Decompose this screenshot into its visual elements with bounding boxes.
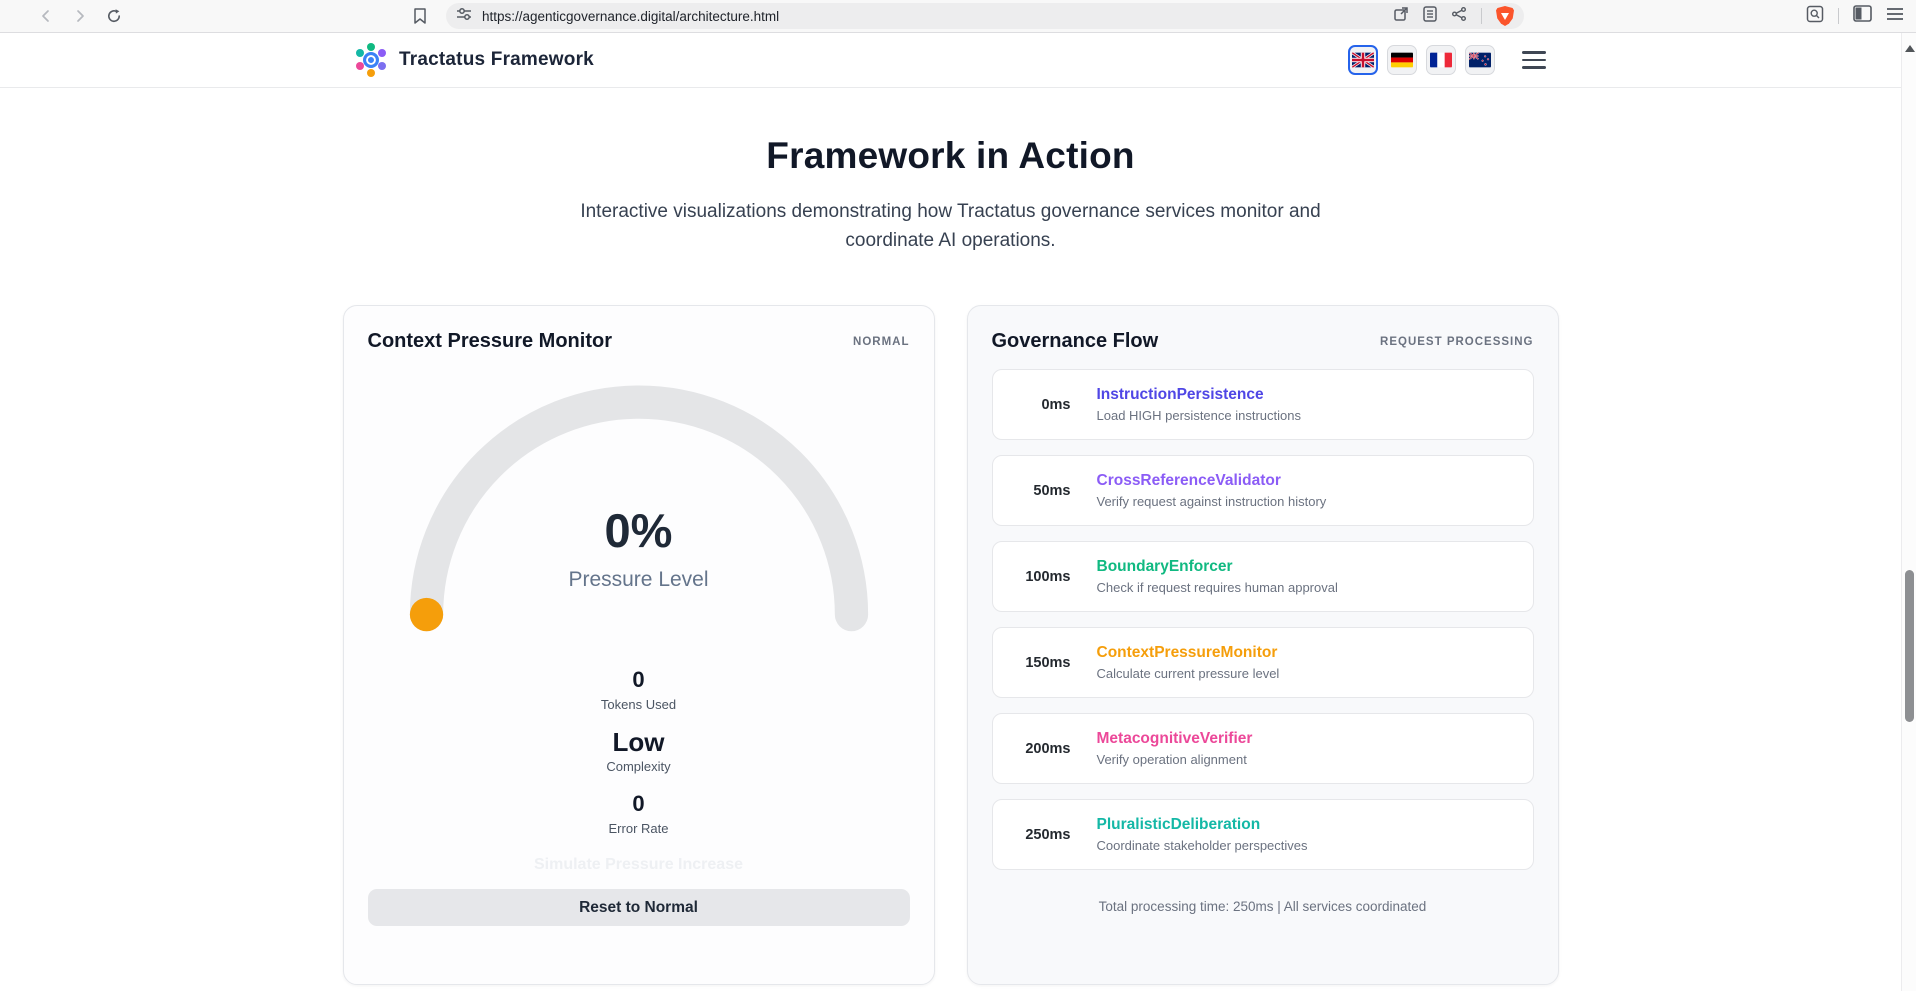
flow-step-desc: Verify operation alignment: [1096, 752, 1247, 767]
new-zealand-flag-button[interactable]: [1465, 45, 1495, 75]
uk-flag-button[interactable]: [1348, 45, 1378, 75]
gauge-value: 0%: [604, 504, 673, 557]
stat-value: 0: [632, 667, 645, 692]
url-text[interactable]: https://agenticgovernance.digital/archit…: [482, 8, 780, 24]
site-menu-icon[interactable]: [1519, 45, 1549, 75]
tune-icon[interactable]: [456, 7, 472, 26]
flow-step-desc: Verify request against instruction histo…: [1096, 494, 1327, 509]
reader-mode-icon[interactable]: [1423, 5, 1437, 27]
flow-step-time: 150ms: [1025, 654, 1071, 671]
status-badge: REQUEST PROCESSING: [1380, 335, 1534, 348]
gauge-arc: [409, 385, 868, 632]
language-switcher: [1348, 45, 1495, 75]
flow-list: 0ms InstructionPersistence Load HIGH per…: [991, 369, 1534, 870]
sidebar-toggle-icon[interactable]: [1853, 5, 1872, 27]
flow-step-time: 250ms: [1025, 826, 1071, 843]
flow-step: 100ms BoundaryEnforcer Check if request …: [991, 541, 1534, 612]
france-flag-button[interactable]: [1426, 45, 1456, 75]
scrollbar-thumb[interactable]: [1905, 570, 1914, 722]
flow-step-name: PluralisticDeliberation: [1096, 816, 1261, 833]
browser-toolbar: https://agenticgovernance.digital/archit…: [0, 0, 1916, 33]
pressure-stats: 0 Tokens Used Low Complexity 0 Error Rat…: [368, 667, 910, 836]
flow-step: 250ms PluralisticDeliberation Coordinate…: [991, 799, 1534, 870]
stat-value: 0: [632, 791, 645, 816]
flow-step-time: 50ms: [1033, 482, 1071, 499]
pressure-gauge: 0% Pressure Level: [404, 367, 874, 633]
status-badge: NORMAL: [853, 335, 910, 348]
reload-icon[interactable]: [102, 4, 126, 28]
germany-flag-icon: [1391, 52, 1413, 68]
stat-complexity: Low Complexity: [368, 729, 910, 774]
flow-step-desc: Calculate current pressure level: [1096, 666, 1280, 681]
divider: [1838, 8, 1839, 24]
simulate-pressure-button[interactable]: Simulate Pressure Increase: [368, 856, 910, 874]
share-icon[interactable]: [1451, 6, 1467, 27]
url-bar[interactable]: https://agenticgovernance.digital/archit…: [446, 3, 1524, 29]
flow-step: 50ms CrossReferenceValidator Verify requ…: [991, 455, 1534, 526]
page-title: Framework in Action: [766, 135, 1135, 176]
page-subtitle: Interactive visualizations demonstrating…: [580, 201, 1321, 251]
stat-label: Complexity: [606, 759, 671, 774]
governance-flow-card: Governance Flow REQUEST PROCESSING 0ms I…: [966, 305, 1559, 985]
flow-step-name: MetacognitiveVerifier: [1096, 730, 1253, 747]
stat-error-rate: 0 Error Rate: [368, 791, 910, 836]
brand[interactable]: Tractatus Framework: [355, 43, 594, 77]
flow-step: 150ms ContextPressureMonitor Calculate c…: [991, 627, 1534, 698]
browser-menu-icon[interactable]: [1886, 7, 1904, 26]
context-pressure-monitor-card: Context Pressure Monitor NORMAL 0% Press…: [342, 305, 935, 985]
divider: [1481, 8, 1482, 24]
uk-flag-icon: [1352, 52, 1374, 68]
gauge-caption: Pressure Level: [568, 568, 709, 591]
find-in-page-icon[interactable]: [1806, 5, 1824, 28]
france-flag-icon: [1430, 52, 1452, 68]
page-scrollbar[interactable]: [1901, 33, 1916, 991]
flow-step-time: 100ms: [1025, 568, 1071, 585]
bookmark-icon[interactable]: [408, 4, 432, 28]
flow-step-name: BoundaryEnforcer: [1096, 558, 1233, 575]
flow-step-name: CrossReferenceValidator: [1096, 472, 1281, 489]
flow-step-desc: Check if request requires human approval: [1096, 580, 1338, 595]
germany-flag-button[interactable]: [1387, 45, 1417, 75]
hero-section: Framework in Action Interactive visualiz…: [0, 88, 1901, 255]
stat-label: Tokens Used: [600, 697, 677, 712]
flow-step-desc: Coordinate stakeholder perspectives: [1096, 838, 1308, 853]
card-title: Context Pressure Monitor: [367, 330, 612, 352]
flow-step-time: 200ms: [1025, 740, 1071, 757]
site-header: Tractatus Framework: [0, 33, 1901, 88]
flow-step-name: InstructionPersistence: [1096, 386, 1264, 403]
flow-step-name: ContextPressureMonitor: [1096, 644, 1278, 661]
stat-tokens: 0 Tokens Used: [368, 667, 910, 712]
flow-step-desc: Load HIGH persistence instructions: [1096, 408, 1301, 423]
scroll-up-arrow-icon[interactable]: [1905, 45, 1915, 52]
new-zealand-flag-icon: [1469, 52, 1491, 68]
flow-step: 0ms InstructionPersistence Load HIGH per…: [991, 369, 1534, 440]
flow-step: 200ms MetacognitiveVerifier Verify opera…: [991, 713, 1534, 784]
flow-summary: Total processing time: 250ms | All servi…: [1098, 899, 1427, 914]
reset-to-normal-button[interactable]: Reset to Normal: [367, 889, 910, 926]
gauge-indicator-dot: [409, 597, 443, 632]
page-viewport: Tractatus Framework: [0, 33, 1901, 991]
stat-value: Low: [612, 727, 665, 757]
card-title: Governance Flow: [991, 330, 1159, 352]
brand-name[interactable]: Tractatus Framework: [399, 49, 594, 70]
forward-icon[interactable]: [68, 4, 92, 28]
flow-step-time: 0ms: [1041, 396, 1071, 413]
open-in-new-icon[interactable]: [1393, 6, 1409, 27]
stat-label: Error Rate: [608, 821, 669, 836]
brave-shield-icon[interactable]: [1496, 6, 1514, 26]
back-icon[interactable]: [34, 4, 58, 28]
tractatus-logo-icon: [355, 43, 387, 77]
